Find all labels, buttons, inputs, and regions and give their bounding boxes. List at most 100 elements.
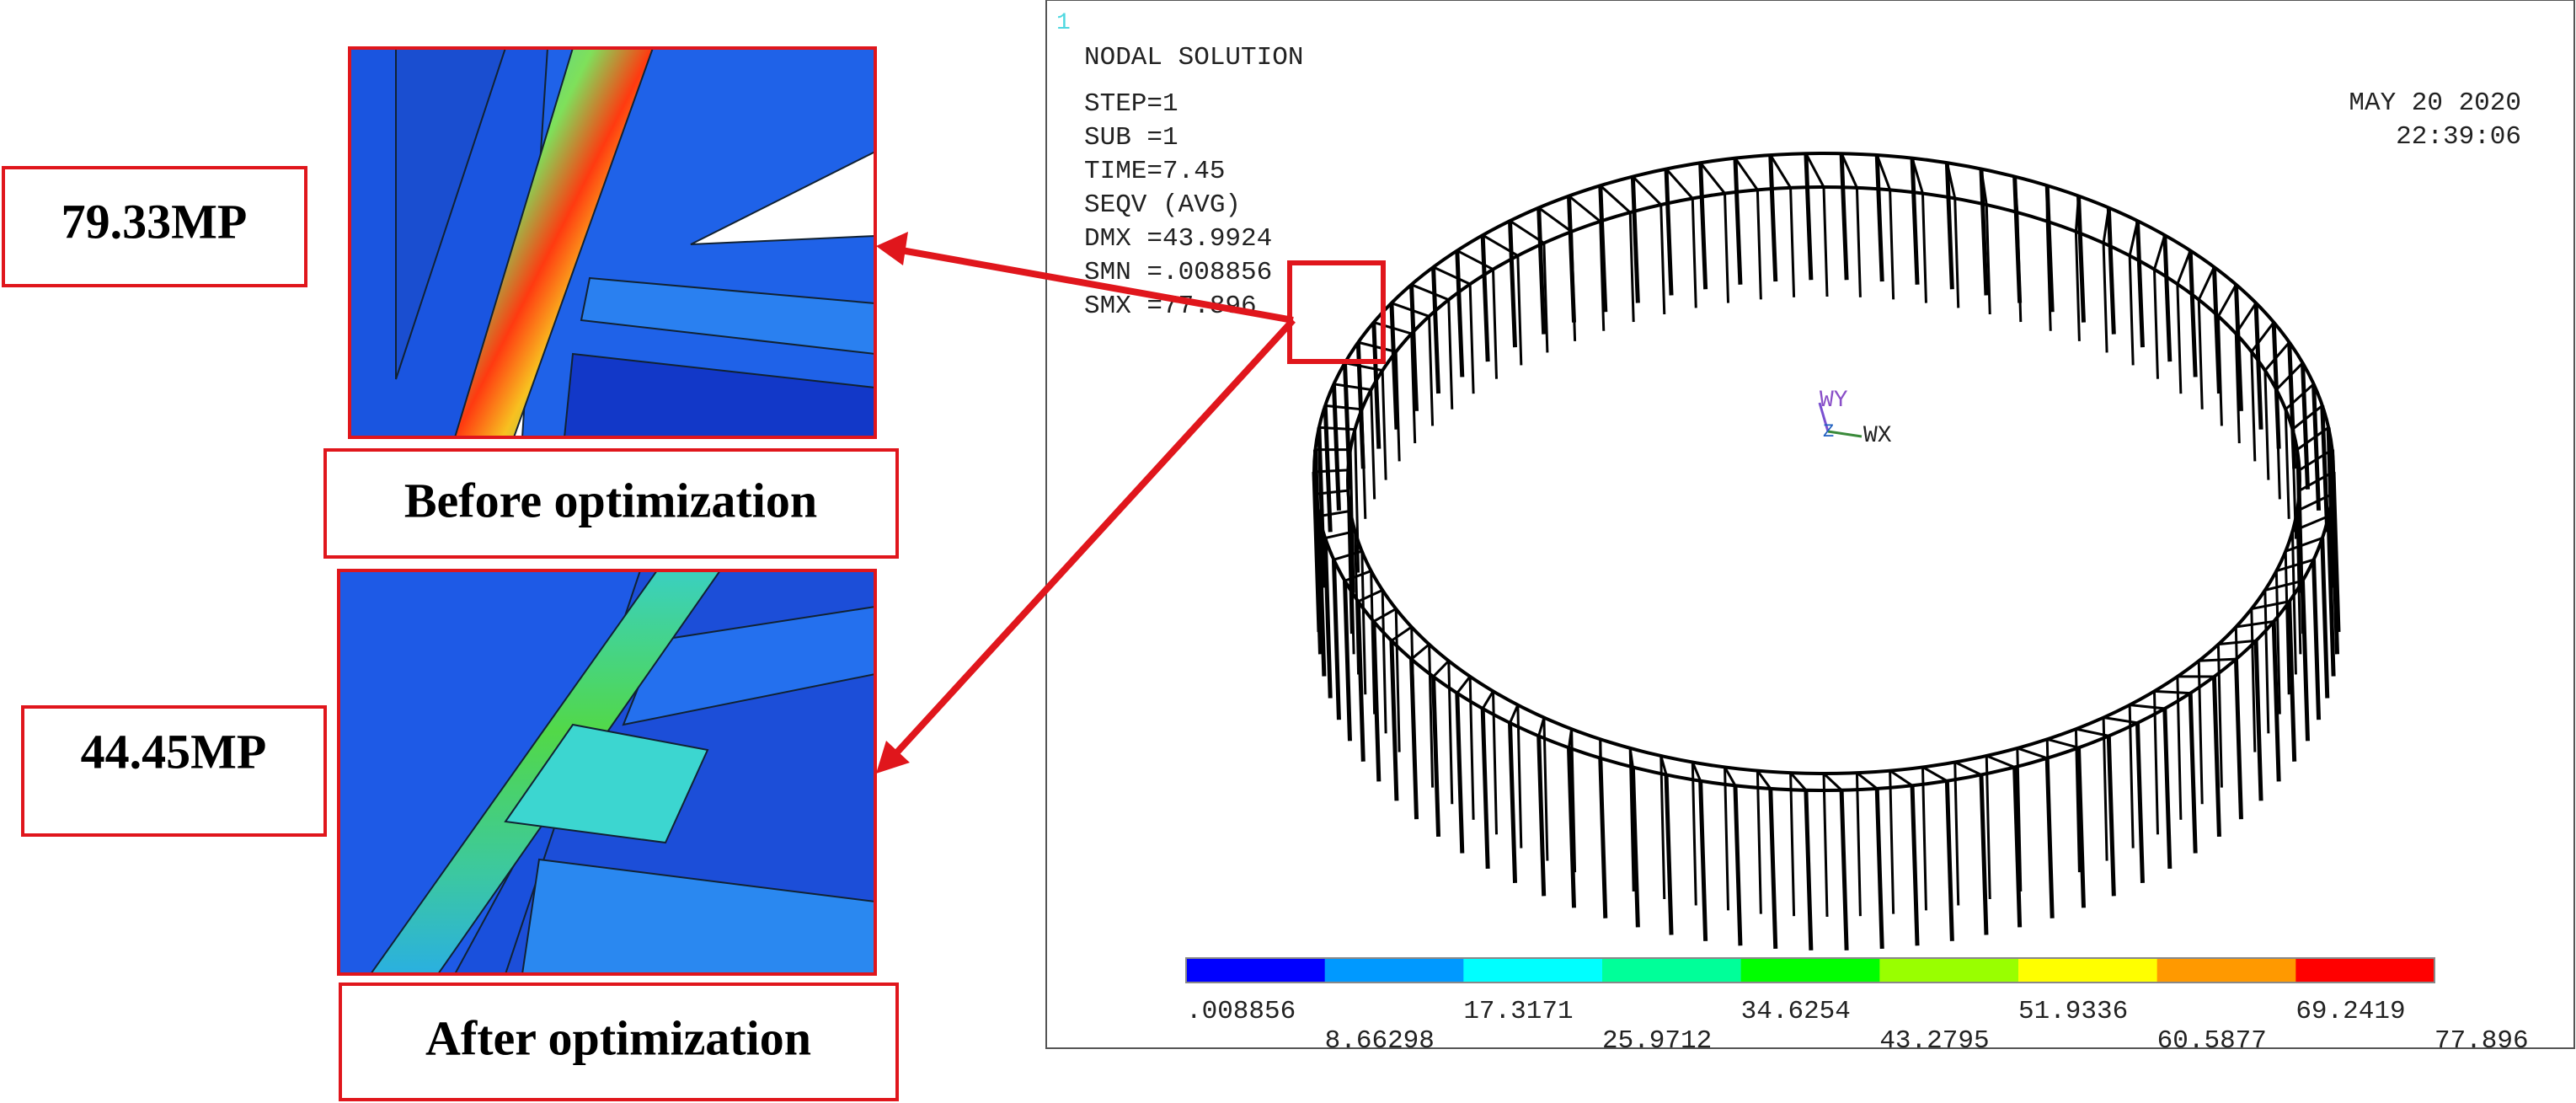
column: [2128, 255, 2135, 366]
colorbar-label: 69.2419: [2295, 997, 2405, 1026]
axis-label: WX: [1863, 423, 1892, 449]
truss-member: [2130, 704, 2165, 710]
column: [1985, 204, 1991, 315]
column: [2290, 429, 2297, 539]
column: [2102, 243, 2108, 353]
column: [2250, 351, 2257, 462]
truss-member: [1373, 608, 1397, 623]
column: [1370, 389, 1376, 500]
column: [1979, 774, 1989, 935]
column: [2287, 601, 2297, 762]
column: [2211, 676, 2221, 838]
column: [2135, 221, 2145, 348]
column: [2301, 362, 2311, 490]
column: [2253, 640, 2263, 801]
truss-member: [1357, 340, 1397, 353]
column: [1921, 193, 1927, 303]
column: [1889, 770, 1895, 914]
column: [2320, 538, 2330, 699]
column: [2188, 250, 2198, 377]
column: [2074, 231, 2081, 341]
truss-member: [2176, 249, 2192, 285]
truss-member: [2263, 341, 2290, 372]
column: [1855, 773, 1862, 917]
plot-title: NODAL SOLUTION: [1084, 43, 1303, 72]
column: [2326, 427, 2336, 588]
truss-member: [2197, 266, 2215, 301]
column: [2311, 383, 2322, 511]
column: [1428, 644, 1435, 788]
column: [1874, 154, 1884, 282]
column: [2320, 405, 2330, 533]
column: [1349, 511, 1355, 655]
column: [1570, 729, 1577, 873]
column: [2274, 570, 2281, 715]
column: [2012, 767, 2023, 928]
column: [1659, 755, 1666, 900]
column: [2271, 621, 2281, 782]
column: [1468, 676, 1475, 820]
truss-member: [1724, 766, 1737, 786]
column: [1985, 755, 1991, 900]
info-line: SMN =.008856: [1084, 258, 1272, 287]
colorbar-label: 51.9336: [2018, 997, 2128, 1026]
truss-member: [1699, 162, 1726, 195]
column: [1691, 762, 1697, 906]
truss-member: [1734, 157, 1759, 191]
column: [1839, 153, 1849, 281]
colorbar-label: 77.896: [2434, 1026, 2529, 1056]
column: [1394, 608, 1401, 752]
stress-value: 44.45MP: [81, 724, 267, 779]
truss-member: [2154, 689, 2191, 695]
column: [2135, 722, 2145, 883]
colorbar-segment: [2295, 958, 2435, 983]
image-frame: [348, 46, 877, 439]
truss-member: [2236, 619, 2274, 629]
column: [1874, 788, 1884, 950]
column: [2074, 729, 2081, 873]
column: [2284, 409, 2290, 519]
column: [1431, 676, 1441, 838]
column: [1599, 739, 1606, 883]
truss-member: [1432, 265, 1471, 286]
column: [2298, 469, 2305, 613]
column: [1381, 590, 1387, 734]
column: [2295, 449, 2302, 593]
column: [1698, 780, 1708, 941]
truss-member: [1410, 643, 1430, 661]
column: [2290, 531, 2297, 675]
column: [1698, 163, 1708, 290]
truss-member: [1954, 761, 1982, 776]
colorbar-segment: [2018, 958, 2158, 983]
column: [1428, 316, 1435, 426]
truss-member: [1665, 168, 1694, 200]
colorbar-label: 34.6254: [1741, 997, 1851, 1026]
arrow-head: [876, 741, 910, 774]
truss-member: [1456, 675, 1472, 694]
column: [1537, 736, 1547, 897]
column: [2106, 736, 2116, 897]
column: [2234, 333, 2241, 444]
window-number: 1: [1056, 10, 1071, 36]
truss-member: [1325, 404, 1362, 411]
column: [1628, 212, 1635, 323]
column: [1724, 767, 1730, 911]
column: [2102, 717, 2108, 861]
truss-member: [1632, 175, 1662, 206]
colorbar-segment: [1324, 958, 1464, 983]
truss-member: [1856, 771, 1879, 790]
column: [2311, 560, 2322, 720]
axis-x: [1827, 430, 1863, 438]
column: [1889, 190, 1895, 300]
column: [1492, 269, 1499, 379]
column: [1480, 234, 1490, 362]
colorbar-label: 60.5877: [2157, 1026, 2267, 1056]
axis-label: Z: [1823, 421, 1834, 442]
column: [2216, 316, 2223, 426]
info-line: SEQV (AVG): [1084, 190, 1241, 220]
truss-member: [2251, 600, 2290, 611]
column: [2211, 266, 2221, 394]
column: [2152, 691, 2159, 835]
column: [1492, 691, 1499, 835]
